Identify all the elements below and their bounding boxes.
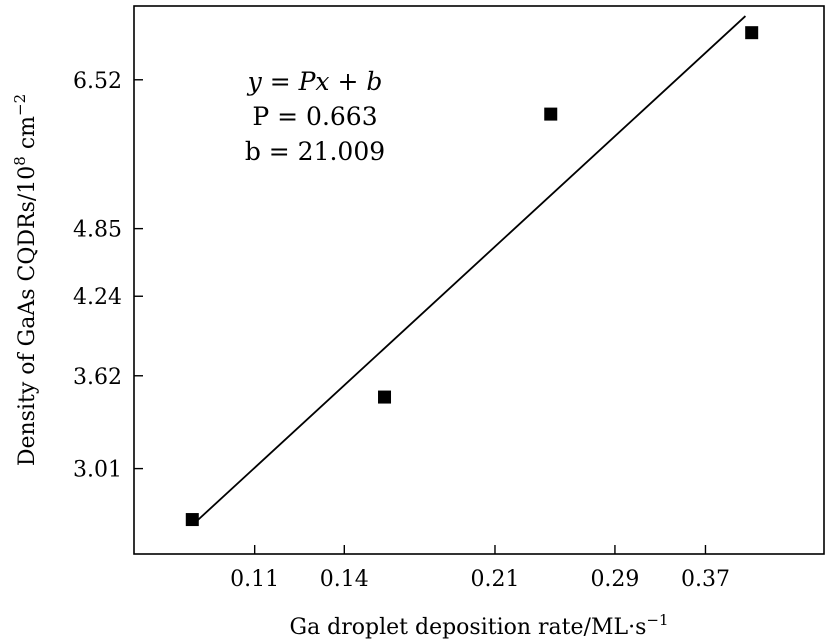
y-axis-title-text: Density of GaAs CQDRs/10: [15, 166, 40, 466]
data-point: [745, 26, 759, 40]
plot-frame: [133, 5, 825, 555]
equation-annotation: y = Px + b P = 0.663 b = 21.009: [245, 67, 385, 166]
equation-line-3: b = 21.009: [245, 137, 385, 166]
equation-line-1: y = Px + b: [247, 67, 383, 96]
fit-line-group: [191, 15, 747, 526]
fit-line: [191, 15, 747, 526]
x-tick-label: 0.14: [320, 567, 369, 592]
data-point: [544, 107, 558, 121]
data-point: [378, 390, 392, 404]
x-axis-title: Ga droplet deposition rate/ML·s−1: [290, 611, 669, 640]
data-point: [185, 513, 199, 527]
y-tick-label: 4.85: [73, 218, 122, 243]
x-axis-title-text: Ga droplet deposition rate/ML·s: [290, 615, 647, 640]
y-axis-ticks: 3.01 3.62 4.24 4.85 6.52: [73, 69, 143, 483]
y-tick-label: 4.24: [73, 285, 122, 310]
y-axis-title-unit: cm: [15, 116, 40, 156]
y-tick-label: 3.62: [73, 365, 122, 390]
y-axis-title-sup-2: −2: [11, 94, 29, 116]
x-tick-label: 0.21: [470, 567, 519, 592]
x-tick-label: 0.11: [230, 567, 279, 592]
y-axis-title: Density of GaAs CQDRs/108 cm−2: [11, 94, 40, 466]
x-tick-label: 0.29: [590, 567, 639, 592]
data-points: [185, 26, 759, 527]
x-axis-title-sup: −1: [646, 611, 668, 629]
y-tick-label: 6.52: [73, 69, 122, 94]
x-tick-label: 0.37: [681, 567, 730, 592]
x-axis-ticks: 0.11 0.14 0.21 0.29 0.37: [230, 545, 730, 592]
y-tick-label: 3.01: [73, 458, 122, 483]
y-axis-title-sup-1: 8: [11, 156, 29, 166]
equation-line-2: P = 0.663: [252, 102, 377, 131]
